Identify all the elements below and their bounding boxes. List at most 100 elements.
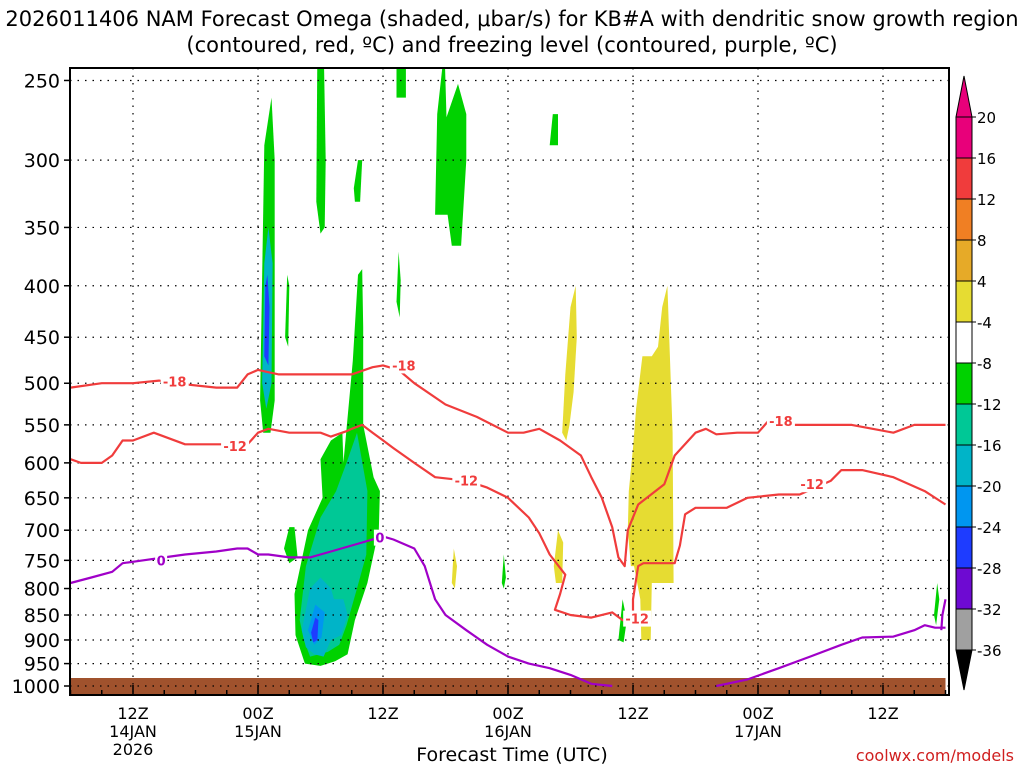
omega-region-21 (451, 548, 457, 589)
omega-region-3 (285, 274, 290, 347)
y-tick-label-350: 350 (24, 217, 60, 239)
contour-label-7: 0 (157, 554, 166, 569)
contour-label-0: -18 (163, 375, 187, 390)
colorbar-swatch-3 (955, 239, 973, 282)
colorbar-label-9: -20 (977, 478, 1002, 496)
colorbar-swatch-11 (955, 567, 973, 610)
colorbar-label-13: -36 (977, 642, 1002, 660)
omega-region-20 (553, 530, 564, 583)
omega-region-18 (934, 583, 940, 626)
x-tick-label-4: 12Z (617, 704, 648, 723)
chart-title: 2026011406 NAM Forecast Omega (shaded, μ… (5, 7, 1019, 57)
y-tick-label-900: 900 (24, 630, 60, 652)
colorbar-label-8: -16 (977, 437, 1002, 455)
contour-label-1: -18 (392, 359, 416, 374)
omega-region-9 (549, 114, 558, 146)
contour-label-bg-8 (373, 529, 386, 546)
contour-line-x-3 (716, 624, 946, 688)
x-tick-label-0: 12Z (117, 704, 148, 723)
x-date-label-5: 17JAN (734, 722, 782, 741)
y-tick-label-950: 950 (24, 654, 60, 676)
contour-line--18-0 (70, 364, 946, 568)
contour-label-bg-7 (155, 552, 168, 569)
colorbar-label-3: 8 (977, 232, 987, 250)
gridlines (70, 68, 949, 695)
y-tick-label-500: 500 (24, 373, 60, 395)
colorbar-label-4: 4 (977, 273, 987, 291)
contour-label-bg-5 (623, 610, 652, 627)
colorbar-label-11: -28 (977, 560, 1002, 578)
y-tick-label-850: 850 (24, 605, 60, 627)
omega-shading (260, 68, 940, 666)
colorbar-swatch-7 (955, 403, 973, 446)
colorbar-swatch-1 (955, 157, 973, 200)
contour-label-bg-3 (221, 437, 250, 454)
omega-region-2 (264, 274, 270, 366)
colorbar-swatch-8 (955, 444, 973, 487)
y-tick-label-800: 800 (24, 579, 60, 601)
contour-label-bg-1 (389, 357, 418, 374)
omega-region-19 (562, 285, 577, 441)
x-axis-title: Forecast Time (UTC) (416, 744, 608, 766)
x-tick-label-5: 00Z (742, 704, 773, 723)
colorbar-swatch-2 (955, 198, 973, 241)
omega-region-6 (396, 68, 406, 98)
colorbar-label-0: 20 (977, 109, 996, 127)
credit-link[interactable]: coolwx.com/models (855, 746, 1014, 765)
contour-label-4: -12 (455, 475, 479, 490)
colorbar-label-12: -32 (977, 601, 1002, 619)
colorbar: 20 16 12 8 4 -4 -8 -12 -16 -20 -24 -28 -32 -36 (955, 75, 1002, 691)
omega-region-8 (435, 68, 467, 246)
omega-region-7 (396, 251, 401, 318)
colorbar-swatch-0 (955, 116, 973, 159)
y-tick-label-400: 400 (24, 276, 60, 298)
contour-label-5: -12 (625, 613, 649, 628)
y-tick-label-1000: 1000 (12, 676, 60, 698)
y-tick-label-250: 250 (24, 70, 60, 92)
colorbar-label-6: -8 (977, 355, 992, 373)
colorbar-label-2: 12 (977, 191, 996, 209)
y-tick-label-450: 450 (24, 327, 60, 349)
y-tick-label-700: 700 (24, 520, 60, 542)
contour-label-6: -12 (800, 478, 824, 493)
colorbar-label-1: 16 (977, 150, 996, 168)
contour-label-8: 0 (375, 532, 384, 547)
y-tick-label-750: 750 (24, 550, 60, 572)
contour-label-3: -12 (223, 440, 247, 455)
omega-region-15 (311, 617, 319, 643)
omega-region-10 (284, 527, 298, 564)
colorbar-label-7: -12 (977, 396, 1002, 414)
contour-label-2: -18 (769, 415, 793, 430)
colorbar-swatch-10 (955, 526, 973, 569)
contour-line-x-4 (940, 599, 947, 631)
omega-region-16 (501, 554, 506, 589)
x-year-label-0: 2026 (113, 740, 154, 759)
contour-line--12-1 (70, 423, 947, 622)
y-tick-label-650: 650 (24, 488, 60, 510)
contour-label-bg-2 (766, 412, 795, 429)
plot-frame (69, 67, 950, 696)
omega-region-5 (353, 160, 363, 202)
y-tick-label-600: 600 (24, 453, 60, 475)
contour-label-bg-6 (798, 476, 827, 493)
y-tick-label-300: 300 (24, 150, 60, 172)
contour-label-layer: -18 -18 -18 -12 -12 -12 -12 0 0 (155, 357, 827, 628)
colorbar-swatch-5 (955, 321, 973, 364)
x-date-label-0: 14JAN (109, 722, 157, 741)
contour-label-bg-4 (452, 472, 481, 489)
omega-region-22 (627, 285, 674, 640)
omega-region-4 (316, 68, 326, 234)
x-tick-label-2: 12Z (367, 704, 398, 723)
colorbar-bottom-arrow (955, 649, 973, 691)
y-tick-label-550: 550 (24, 415, 60, 437)
colorbar-swatch-6 (955, 362, 973, 405)
contour-label-bg-0 (160, 373, 189, 390)
colorbar-top-arrow (955, 75, 973, 118)
colorbar-label-5: -4 (977, 314, 992, 332)
x-tick-label-1: 00Z (242, 704, 273, 723)
x-tick-label-3: 00Z (492, 704, 523, 723)
x-tick-label-6: 12Z (867, 704, 898, 723)
y-axis: 250 300 350 400 450 500 550 600 650 700 750 800 850 9… (12, 70, 70, 698)
